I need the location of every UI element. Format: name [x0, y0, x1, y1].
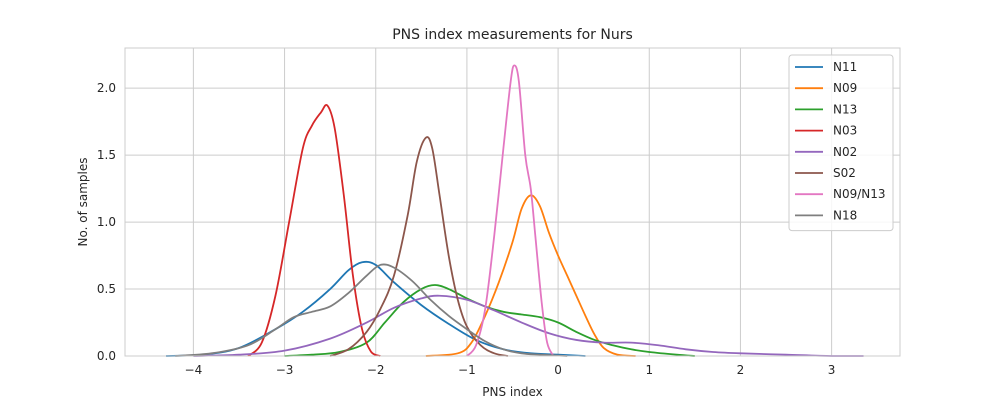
legend-label-s02: S02	[833, 166, 856, 180]
x-tick-label: 2	[737, 363, 745, 377]
legend-label-n13: N13	[833, 102, 857, 116]
x-tick-label: 0	[554, 363, 562, 377]
plot-background	[125, 48, 900, 356]
legend-label-n09-n13: N09/N13	[833, 187, 886, 201]
legend-label-n03: N03	[833, 124, 857, 138]
y-tick-label: 2.0	[97, 81, 116, 95]
tick-labels: −4 −3 −2 −1 0 1 2 3 0.0 0.5 1.0 1.5 2.0	[97, 81, 836, 377]
x-tick-label: −2	[367, 363, 385, 377]
y-tick-label: 0.0	[97, 349, 116, 363]
x-tick-label: 3	[828, 363, 836, 377]
x-axis-label: PNS index	[482, 385, 542, 399]
legend-label-n09: N09	[833, 81, 857, 95]
legend-label-n11: N11	[833, 60, 857, 74]
legend-box	[788, 54, 894, 232]
chart-title: PNS index measurements for Nurs	[392, 27, 633, 43]
series-line-n03	[247, 104, 381, 357]
series-line-n02	[193, 294, 864, 357]
y-tick-label: 1.0	[97, 215, 116, 229]
legend-label-n02: N02	[833, 145, 857, 159]
series-line-n18	[175, 263, 568, 357]
x-tick-label: 1	[645, 363, 653, 377]
legend: N11 N09 N13 N03 N02 S02 N09/N13 N18	[788, 54, 894, 232]
y-tick-label: 1.5	[97, 148, 116, 162]
x-tick-label: −3	[276, 363, 294, 377]
y-axis-label: No. of samples	[76, 158, 90, 247]
series-line-s02	[329, 136, 509, 357]
legend-label-n18: N18	[833, 208, 857, 222]
series-line-n09-n13	[466, 64, 555, 357]
x-tick-label: −4	[185, 363, 203, 377]
plot-frame	[124, 47, 901, 357]
y-tick-label: 0.5	[97, 282, 116, 296]
x-tick-label: −1	[458, 363, 476, 377]
series-line-n13	[284, 284, 695, 357]
series-layer	[165, 64, 864, 357]
